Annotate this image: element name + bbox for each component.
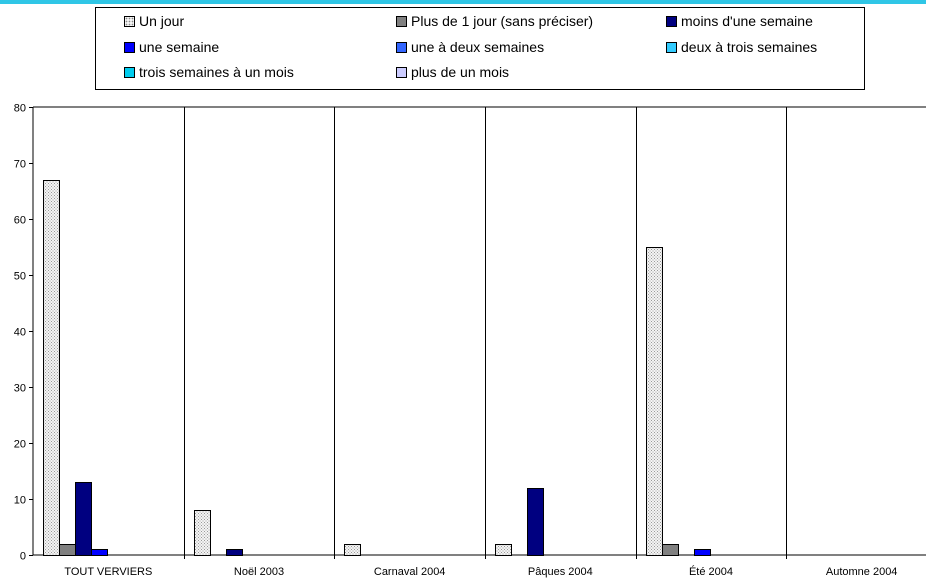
bar-plus-de-1-jour-sans-preciser-tout-verviers xyxy=(59,544,76,556)
legend-item-moins-d-une-semaine: moins d'une semaine xyxy=(666,13,813,29)
bar-moins-d-une-semaine-paques-2004 xyxy=(527,488,544,556)
y-tick-label: 60 xyxy=(14,215,26,227)
bar-une-semaine-ete-2004 xyxy=(694,549,711,556)
y-tick-label: 80 xyxy=(14,103,26,115)
legend-item-plus-de-1-jour-sans-preciser: Plus de 1 jour (sans préciser) xyxy=(396,13,593,29)
y-tick-label: 20 xyxy=(14,439,26,451)
legend-label: trois semaines à un mois xyxy=(139,64,294,80)
legend-swatch xyxy=(124,41,135,53)
legend-label: une à deux semaines xyxy=(411,39,545,55)
bar-une-semaine-tout-verviers xyxy=(91,549,108,556)
legend-label: une semaine xyxy=(139,39,220,55)
bar-moins-d-une-semaine-tout-verviers xyxy=(75,482,92,556)
legend-item-une-a-deux-semaines: une à deux semaines xyxy=(396,39,544,55)
x-tick-label: Automne 2004 xyxy=(826,566,898,578)
legend-swatch xyxy=(396,41,407,53)
legend-swatch xyxy=(396,15,407,27)
bar-un-jour-ete-2004 xyxy=(646,247,663,556)
y-tick-label: 70 xyxy=(14,159,26,171)
legend-swatch xyxy=(124,66,135,78)
legend-label: moins d'une semaine xyxy=(681,13,813,29)
legend-label: Un jour xyxy=(139,13,185,29)
x-tick-label: TOUT VERVIERS xyxy=(64,566,152,578)
top-color-band xyxy=(0,0,926,4)
x-tick-label: Pâques 2004 xyxy=(528,566,593,578)
x-tick-label: Noël 2003 xyxy=(234,566,284,578)
legend-swatch xyxy=(396,66,407,78)
legend-swatch xyxy=(124,15,135,27)
legend-item-un-jour: Un jour xyxy=(124,13,184,29)
legend-label: plus de un mois xyxy=(411,64,510,80)
legend-swatch xyxy=(666,15,677,27)
legend-label: Plus de 1 jour (sans préciser) xyxy=(411,13,594,29)
legend-label: deux à trois semaines xyxy=(681,39,818,55)
y-tick-label: 0 xyxy=(20,551,26,563)
legend-item-deux-a-trois-semaines: deux à trois semaines xyxy=(666,39,817,55)
bar-un-jour-noel-2003 xyxy=(194,510,211,556)
y-tick-label: 50 xyxy=(14,271,26,283)
bar-un-jour-carnaval-2004 xyxy=(344,544,361,556)
x-tick-label: Carnaval 2004 xyxy=(374,566,446,578)
bar-un-jour-paques-2004 xyxy=(495,544,512,556)
chart-legend: Un jour Plus de 1 jour (sans préciser) moi… xyxy=(95,7,865,90)
bar-un-jour-tout-verviers xyxy=(43,180,60,556)
y-tick-label: 30 xyxy=(14,383,26,395)
bar-plus-de-1-jour-sans-preciser-ete-2004 xyxy=(662,544,679,556)
y-tick-label: 10 xyxy=(14,495,26,507)
legend-item-une-semaine: une semaine xyxy=(124,39,219,55)
legend-item-trois-semaines-a-un-mois: trois semaines à un mois xyxy=(124,64,294,80)
legend-swatch xyxy=(666,41,677,53)
bar-moins-d-une-semaine-noel-2003 xyxy=(226,549,243,556)
legend-item-plus-de-un-mois: plus de un mois xyxy=(396,64,509,80)
y-tick-label: 40 xyxy=(14,327,26,339)
x-tick-label: Été 2004 xyxy=(689,565,733,578)
